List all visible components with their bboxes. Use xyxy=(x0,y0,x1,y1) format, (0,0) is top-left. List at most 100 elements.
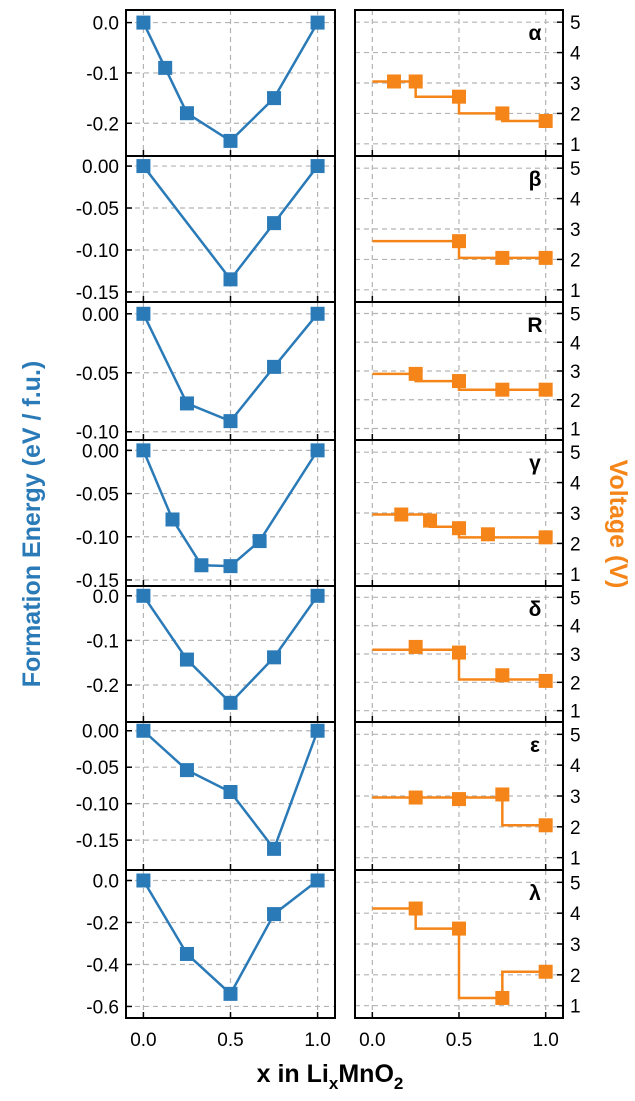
voltage-point xyxy=(452,374,466,389)
formation-energy-point xyxy=(267,359,282,374)
formation-energy-axis-title: Formation Energy (eV / f.u.) xyxy=(18,361,46,687)
phase-panel-3: 0.00 -0.05 -0.10 -0.15 1 2 3 4 5 γ xyxy=(76,439,581,592)
x-axis-title-sub-x: x xyxy=(329,1074,339,1093)
voltage-point xyxy=(480,527,495,542)
y-tick-label: -0.6 xyxy=(86,997,119,1018)
formation-energy-line xyxy=(142,165,319,282)
y-tick-label: -0.4 xyxy=(86,955,119,976)
voltage-tick-label: 4 xyxy=(570,617,581,638)
formation-energy-point xyxy=(136,723,151,738)
formation-energy-point xyxy=(136,15,151,30)
formation-energy-point xyxy=(267,216,282,231)
voltage-tick-label: 2 xyxy=(570,104,581,125)
voltage-tick-label: 3 xyxy=(570,645,581,666)
voltage-tick-label: 2 xyxy=(570,818,581,839)
voltage-tick-label: 2 xyxy=(570,250,581,271)
y-tick-label: -0.2 xyxy=(86,676,119,697)
voltage-tick-label: 2 xyxy=(570,966,581,987)
voltage-point xyxy=(408,366,423,381)
y-tick-label: -0.05 xyxy=(76,199,119,220)
voltage-point xyxy=(495,787,510,802)
voltage-tick-label: 4 xyxy=(570,333,581,354)
x-tick-label: 1.0 xyxy=(304,1030,330,1051)
voltage-point xyxy=(538,818,553,833)
voltage-point xyxy=(495,250,510,265)
formation-energy-point xyxy=(267,907,282,922)
x-tick-label: 0.5 xyxy=(217,1030,243,1051)
formation-energy-line xyxy=(142,21,319,143)
voltage-tick-label: 3 xyxy=(570,787,581,808)
voltage-tick-label: 1 xyxy=(570,565,581,586)
voltage-point xyxy=(408,74,423,89)
voltage-point xyxy=(538,250,553,265)
phase-panel-5: 0.00 -0.05 -0.10 -0.15 1 2 3 4 5 ε xyxy=(76,721,581,871)
voltage-tick-label: 2 xyxy=(570,391,581,412)
voltage-step-line xyxy=(372,796,546,827)
x-tick-label: 0.5 xyxy=(446,1030,472,1051)
formation-energy-point xyxy=(179,396,194,411)
voltage-tick-label: 4 xyxy=(570,904,581,925)
voltage-point xyxy=(452,792,466,807)
voltage-point xyxy=(495,990,510,1005)
formation-energy-point xyxy=(310,159,325,174)
formation-energy-point xyxy=(223,695,238,710)
formation-energy-point xyxy=(179,106,194,121)
y-tick-label: -0.15 xyxy=(76,571,119,592)
formation-energy-point xyxy=(194,558,209,573)
phase-label: ε xyxy=(530,734,540,757)
y-tick-label: -0.2 xyxy=(86,913,119,934)
formation-energy-point xyxy=(136,873,151,888)
y-tick-label: 0.00 xyxy=(82,305,119,326)
formation-energy-point xyxy=(223,559,238,574)
y-tick-label: -0.05 xyxy=(76,758,119,779)
voltage-tick-label: 5 xyxy=(570,873,581,894)
voltage-tick-label: 5 xyxy=(570,443,581,464)
x-axis-title: x in LixMnO2 xyxy=(257,1060,404,1093)
voltage-point xyxy=(538,530,553,545)
x-axis-title-mid: MnO xyxy=(338,1060,394,1088)
voltage-point xyxy=(387,74,401,89)
formation-energy-point xyxy=(136,588,151,603)
x-axis-title-prefix: x in Li xyxy=(257,1060,329,1088)
voltage-point xyxy=(408,901,423,916)
voltage-point xyxy=(452,645,466,660)
voltage-point xyxy=(452,234,466,249)
phase-label: α xyxy=(529,22,542,45)
formation-energy-point xyxy=(223,414,238,429)
phase-label: γ xyxy=(529,452,541,475)
x-axis-title-sub-2: 2 xyxy=(394,1074,403,1093)
y-tick-label: -0.10 xyxy=(76,241,119,262)
y-tick-label: 0.00 xyxy=(82,722,119,743)
y-tick-label: -0.10 xyxy=(76,795,119,816)
voltage-tick-label: 5 xyxy=(570,13,581,34)
voltage-point xyxy=(495,382,510,397)
y-tick-label: 0.00 xyxy=(82,441,119,462)
formation-energy-point xyxy=(223,133,238,148)
voltage-tick-label: 3 xyxy=(570,74,581,95)
voltage-tick-label: 1 xyxy=(570,420,581,441)
formation-energy-point xyxy=(165,512,180,527)
phase-label: R xyxy=(527,314,542,337)
voltage-tick-label: 1 xyxy=(570,849,581,870)
voltage-tick-label: 4 xyxy=(570,474,581,495)
formation-energy-point xyxy=(310,873,325,888)
voltage-point xyxy=(452,921,466,936)
voltage-tick-label: 5 xyxy=(570,305,581,326)
formation-energy-point xyxy=(310,588,325,603)
formation-energy-point xyxy=(252,534,267,549)
phase-label: β xyxy=(529,168,542,191)
voltage-tick-label: 2 xyxy=(570,673,581,694)
formation-energy-point xyxy=(179,946,194,961)
voltage-point xyxy=(408,790,423,805)
voltage-point xyxy=(495,106,510,121)
formation-energy-point xyxy=(267,650,282,665)
y-tick-label: -0.10 xyxy=(76,423,119,444)
y-tick-label: 0.00 xyxy=(82,157,119,178)
phase-panel-2: 0.00 -0.05 -0.10 1 2 3 4 5 R xyxy=(76,301,581,444)
voltage-tick-label: 1 xyxy=(570,997,581,1018)
voltage-tick-label: 4 xyxy=(570,44,581,65)
y-tick-label: -0.2 xyxy=(86,114,119,135)
voltage-step-line xyxy=(372,513,546,539)
